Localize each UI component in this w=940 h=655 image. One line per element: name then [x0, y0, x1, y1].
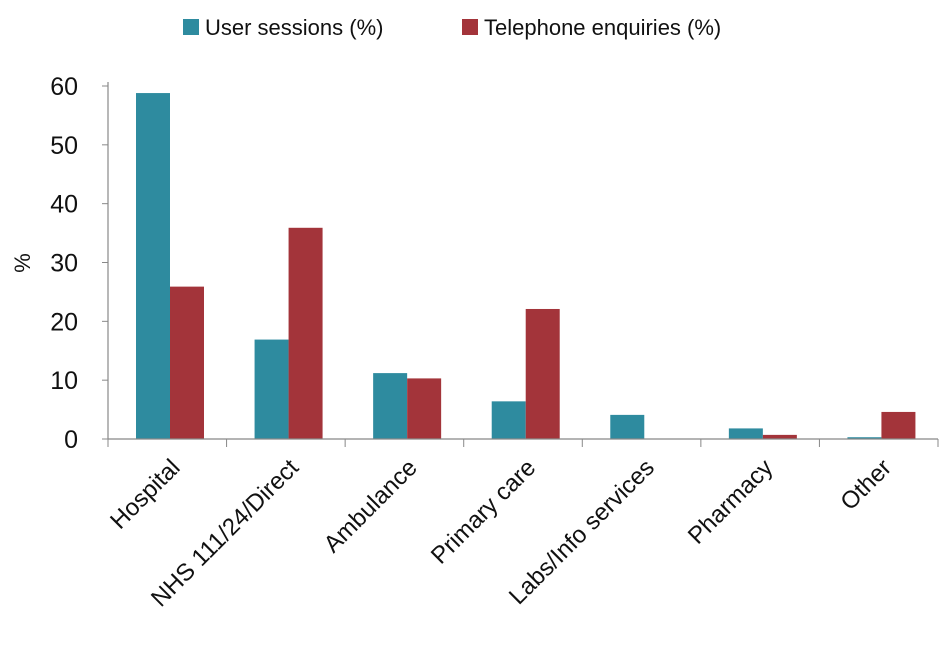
y-tick-label: 30: [50, 250, 78, 278]
y-axis-label-group: %: [10, 253, 35, 273]
bar-user-sessions-1: [136, 93, 170, 439]
bars: [136, 93, 916, 439]
bar-telephone-enquiries-4: [525, 308, 560, 439]
bar-telephone-enquiries-1: [170, 286, 204, 439]
legend-label-2: Telephone enquiries (%): [484, 15, 721, 40]
bar-telephone-enquiries-3: [407, 378, 442, 439]
bar-user-sessions-5: [610, 414, 645, 439]
x-tick-label: Pharmacy: [683, 454, 778, 549]
bar-user-sessions-7: [847, 437, 882, 439]
bar-telephone-enquiries-6: [762, 434, 797, 439]
y-tick-label: 20: [50, 308, 78, 336]
bar-user-sessions-6: [728, 428, 763, 439]
legend-swatch-2: [462, 19, 478, 35]
y-axis: 0 10 20 30 40 50 60: [50, 73, 108, 454]
x-tick-label: Hospital: [105, 454, 185, 534]
bar-telephone-enquiries-7: [881, 411, 916, 439]
x-tick-label: Ambulance: [319, 454, 423, 558]
y-axis-label: %: [10, 253, 35, 273]
y-tick-label: 0: [64, 426, 78, 454]
y-tick-label: 50: [50, 132, 78, 160]
y-tick-label: 10: [50, 367, 78, 395]
axes: [107, 82, 939, 447]
bar-user-sessions-3: [373, 373, 408, 439]
legend-label-1: User sessions (%): [205, 15, 383, 40]
bar-user-sessions-4: [491, 401, 526, 439]
bar-user-sessions-2: [254, 339, 289, 439]
y-tick-label: 40: [50, 191, 78, 219]
x-tick-label: Other: [835, 454, 897, 516]
legend-swatch-1: [183, 19, 199, 35]
legend: User sessions (%) Telephone enquiries (%): [183, 15, 721, 40]
y-tick-label: 60: [50, 73, 78, 101]
bar-telephone-enquiries-2: [288, 227, 323, 439]
x-tick-label: Primary care: [426, 454, 541, 569]
